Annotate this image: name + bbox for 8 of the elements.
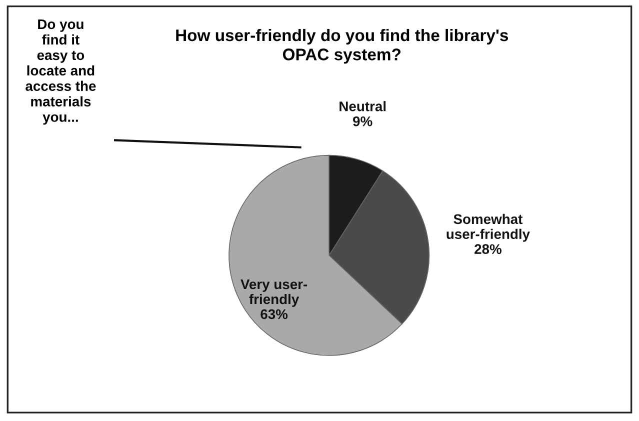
- slice-label: Neutral: [340, 101, 386, 112]
- data-label: 28%: [474, 244, 502, 254]
- data-label: 9%: [353, 116, 372, 126]
- data-label: 63%: [260, 309, 288, 320]
- chart-title: How user-friendly do you find the library's OPAC system?: [176, 28, 508, 64]
- text: Do you find it easy to locate and access the materials you...: [26, 19, 96, 125]
- slice-label: Very user- friendly: [240, 279, 308, 307]
- slice-label: Somewhat user-friendly: [446, 214, 530, 242]
